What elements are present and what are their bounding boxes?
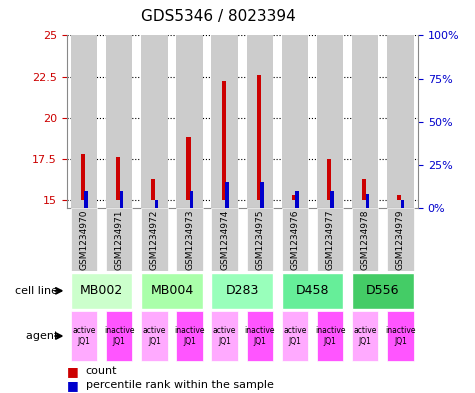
Bar xyxy=(186,138,190,200)
Text: GSM1234976: GSM1234976 xyxy=(291,209,299,270)
Text: ■: ■ xyxy=(66,365,78,378)
Bar xyxy=(211,312,238,360)
Text: inactive
JQ1: inactive JQ1 xyxy=(385,326,416,346)
Bar xyxy=(221,81,226,200)
Bar xyxy=(397,195,401,200)
Text: agent: agent xyxy=(26,331,62,341)
Text: GSM1234974: GSM1234974 xyxy=(220,209,229,270)
Bar xyxy=(387,208,414,271)
Text: GSM1234970: GSM1234970 xyxy=(80,209,88,270)
Bar xyxy=(155,200,158,208)
Bar xyxy=(176,312,203,360)
Bar xyxy=(141,35,168,208)
Bar xyxy=(387,35,414,208)
Bar xyxy=(387,312,414,360)
Text: active
JQ1: active JQ1 xyxy=(213,326,237,346)
Bar xyxy=(256,75,261,200)
Bar xyxy=(352,312,379,360)
Bar xyxy=(247,312,273,360)
Bar xyxy=(176,208,203,271)
Text: active
JQ1: active JQ1 xyxy=(72,326,96,346)
Text: inactive
JQ1: inactive JQ1 xyxy=(174,326,205,346)
Text: D283: D283 xyxy=(226,284,259,298)
Bar xyxy=(211,273,273,309)
Text: active
JQ1: active JQ1 xyxy=(353,326,377,346)
Text: inactive
JQ1: inactive JQ1 xyxy=(104,326,134,346)
Text: GDS5346 / 8023394: GDS5346 / 8023394 xyxy=(141,9,296,24)
Bar xyxy=(71,35,97,208)
Bar xyxy=(317,312,343,360)
Bar xyxy=(362,179,366,200)
Text: D458: D458 xyxy=(296,284,329,298)
Bar xyxy=(71,208,97,271)
Bar xyxy=(401,200,404,208)
Bar xyxy=(151,179,155,200)
Bar xyxy=(176,35,203,208)
Text: ■: ■ xyxy=(66,378,78,392)
Bar xyxy=(282,273,343,309)
Bar xyxy=(352,35,379,208)
Bar xyxy=(211,208,238,271)
Bar xyxy=(260,182,264,208)
Bar xyxy=(282,312,308,360)
Text: GSM1234978: GSM1234978 xyxy=(361,209,370,270)
Bar xyxy=(141,273,203,309)
Bar xyxy=(116,157,120,200)
Bar xyxy=(190,191,193,208)
Text: GSM1234973: GSM1234973 xyxy=(185,209,194,270)
Bar xyxy=(141,312,168,360)
Bar xyxy=(247,35,273,208)
Text: count: count xyxy=(86,366,117,376)
Text: D556: D556 xyxy=(366,284,399,298)
Bar xyxy=(247,208,273,271)
Bar xyxy=(292,195,296,200)
Bar xyxy=(331,191,334,208)
Text: MB002: MB002 xyxy=(80,284,124,298)
Text: MB004: MB004 xyxy=(150,284,194,298)
Bar xyxy=(225,182,228,208)
Text: GSM1234972: GSM1234972 xyxy=(150,209,159,270)
Text: cell line: cell line xyxy=(15,286,62,296)
Text: active
JQ1: active JQ1 xyxy=(142,326,166,346)
Bar xyxy=(106,312,133,360)
Text: percentile rank within the sample: percentile rank within the sample xyxy=(86,380,274,390)
Bar xyxy=(352,208,379,271)
Text: GSM1234977: GSM1234977 xyxy=(326,209,334,270)
Text: active
JQ1: active JQ1 xyxy=(283,326,307,346)
Bar xyxy=(317,35,343,208)
Bar xyxy=(295,191,299,208)
Bar xyxy=(352,273,414,309)
Bar xyxy=(317,208,343,271)
Bar xyxy=(366,195,369,208)
Bar xyxy=(327,159,331,200)
Bar xyxy=(141,208,168,271)
Text: GSM1234979: GSM1234979 xyxy=(396,209,405,270)
Bar xyxy=(106,35,133,208)
Text: GSM1234975: GSM1234975 xyxy=(256,209,264,270)
Text: inactive
JQ1: inactive JQ1 xyxy=(245,326,275,346)
Text: GSM1234971: GSM1234971 xyxy=(115,209,124,270)
Text: inactive
JQ1: inactive JQ1 xyxy=(315,326,345,346)
Bar xyxy=(71,312,97,360)
Bar xyxy=(71,273,133,309)
Bar xyxy=(120,191,123,208)
Bar xyxy=(282,35,308,208)
Bar xyxy=(106,208,133,271)
Bar xyxy=(282,208,308,271)
Bar xyxy=(81,154,85,200)
Bar xyxy=(211,35,238,208)
Bar xyxy=(85,191,88,208)
